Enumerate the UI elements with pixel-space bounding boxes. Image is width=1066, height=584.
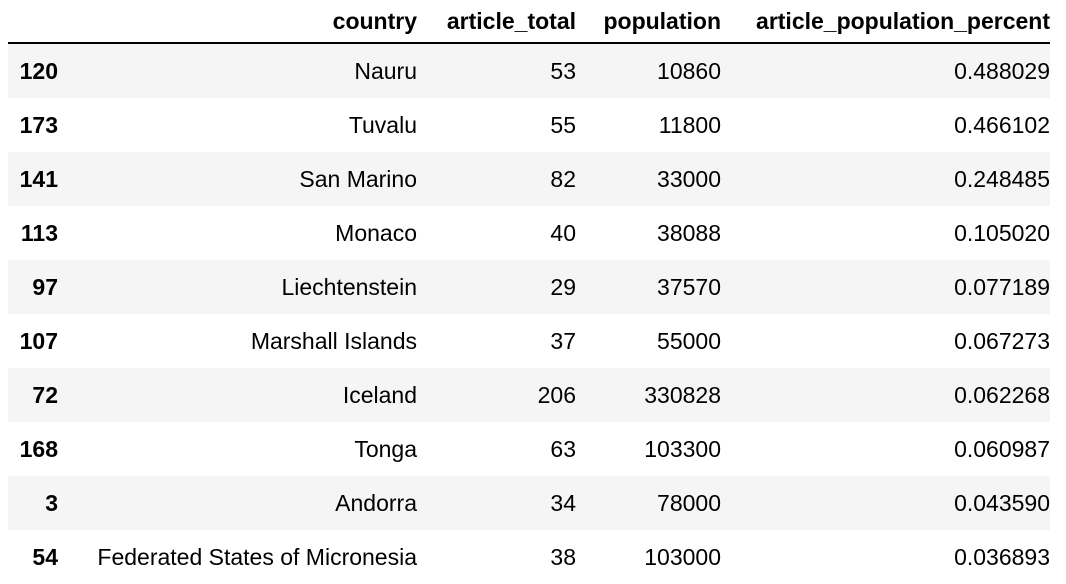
table-row: 3 Andorra 34 78000 0.043590 bbox=[8, 476, 1050, 530]
population-cell: 103000 bbox=[644, 543, 721, 570]
article-population-percent-cell: 0.248485 bbox=[954, 165, 1050, 192]
article-population-percent-cell: 0.488029 bbox=[954, 57, 1050, 84]
country-cell: Tonga bbox=[354, 435, 417, 462]
article-population-percent-cell: 0.060987 bbox=[954, 435, 1050, 462]
table-row: 72 Iceland 206 330828 0.062268 bbox=[8, 368, 1050, 422]
country-cell: Nauru bbox=[354, 57, 417, 84]
table-row: 141 San Marino 82 33000 0.248485 bbox=[8, 152, 1050, 206]
population-cell: 55000 bbox=[657, 327, 721, 354]
article-total-cell: 40 bbox=[550, 219, 576, 246]
row-index: 141 bbox=[19, 165, 58, 192]
row-index: 173 bbox=[19, 111, 58, 138]
table-row: 120 Nauru 53 10860 0.488029 bbox=[8, 43, 1050, 98]
article-total-cell: 206 bbox=[537, 381, 576, 408]
country-cell: Tuvalu bbox=[348, 111, 417, 138]
row-index: 113 bbox=[20, 219, 58, 246]
row-index: 3 bbox=[45, 489, 58, 516]
row-index: 54 bbox=[32, 543, 58, 570]
row-index: 168 bbox=[19, 435, 58, 462]
article-total-column-header: article_total bbox=[417, 0, 576, 44]
country-cell: Federated States of Micronesia bbox=[97, 543, 417, 570]
population-column-header: population bbox=[576, 0, 721, 44]
row-index: 107 bbox=[19, 327, 58, 354]
population-cell: 10860 bbox=[657, 57, 721, 84]
article-total-cell: 29 bbox=[550, 273, 576, 300]
population-cell: 37570 bbox=[657, 273, 721, 300]
article-population-percent-cell: 0.105020 bbox=[954, 219, 1050, 246]
table-row: 54 Federated States of Micronesia 38 103… bbox=[8, 530, 1050, 584]
population-cell: 38088 bbox=[657, 219, 721, 246]
population-cell: 330828 bbox=[644, 381, 721, 408]
article-total-cell: 53 bbox=[550, 57, 576, 84]
article-population-percent-cell: 0.077189 bbox=[954, 273, 1050, 300]
population-cell: 11800 bbox=[658, 111, 721, 138]
article-population-percent-cell: 0.067273 bbox=[954, 327, 1050, 354]
article-total-cell: 37 bbox=[550, 327, 576, 354]
table-row: 173 Tuvalu 55 11800 0.466102 bbox=[8, 98, 1050, 152]
article-total-cell: 38 bbox=[550, 543, 576, 570]
country-cell: Andorra bbox=[335, 489, 417, 516]
population-cell: 78000 bbox=[657, 489, 721, 516]
table-body: 120 Nauru 53 10860 0.488029 173 Tuvalu 5… bbox=[8, 43, 1050, 584]
article-population-percent-cell: 0.062268 bbox=[954, 381, 1050, 408]
header-row: country article_total population article… bbox=[8, 0, 1050, 44]
country-column-header: country bbox=[58, 0, 417, 44]
country-cell: Iceland bbox=[342, 381, 417, 408]
article-population-percent-cell: 0.036893 bbox=[954, 543, 1050, 570]
row-index: 72 bbox=[32, 381, 58, 408]
table-row: 97 Liechtenstein 29 37570 0.077189 bbox=[8, 260, 1050, 314]
country-cell: Marshall Islands bbox=[250, 327, 417, 354]
article-population-percent-cell: 0.466102 bbox=[954, 111, 1050, 138]
article-population-percent-column-header: article_population_percent bbox=[721, 0, 1050, 44]
index-column-header bbox=[8, 0, 58, 44]
table-row: 107 Marshall Islands 37 55000 0.067273 bbox=[8, 314, 1050, 368]
table-row: 113 Monaco 40 38088 0.105020 bbox=[8, 206, 1050, 260]
population-cell: 33000 bbox=[657, 165, 721, 192]
row-index: 97 bbox=[32, 273, 58, 300]
article-population-percent-cell: 0.043590 bbox=[954, 489, 1050, 516]
table-header: country article_total population article… bbox=[8, 0, 1050, 44]
article-total-cell: 82 bbox=[550, 165, 576, 192]
article-total-cell: 55 bbox=[550, 111, 576, 138]
country-cell: Monaco bbox=[335, 219, 417, 246]
table-row: 168 Tonga 63 103300 0.060987 bbox=[8, 422, 1050, 476]
country-cell: San Marino bbox=[299, 165, 417, 192]
article-total-cell: 63 bbox=[550, 435, 576, 462]
dataframe-table: country article_total population article… bbox=[8, 0, 1050, 584]
article-total-cell: 34 bbox=[550, 489, 576, 516]
country-cell: Liechtenstein bbox=[281, 273, 417, 300]
row-index: 120 bbox=[19, 57, 58, 84]
population-cell: 103300 bbox=[644, 435, 721, 462]
